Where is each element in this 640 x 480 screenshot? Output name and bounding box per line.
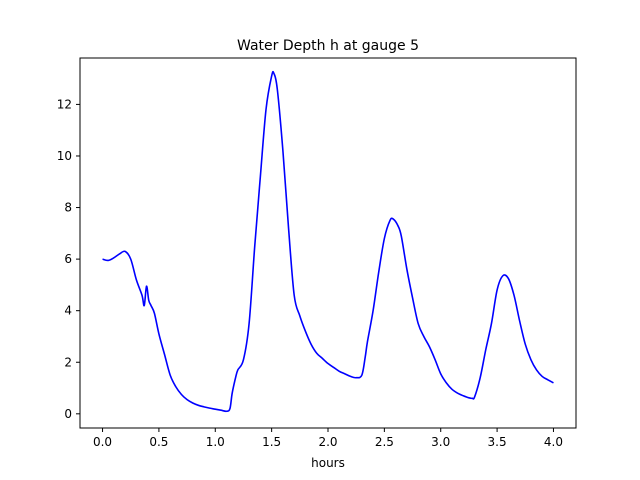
x-tick-label: 1.5 [262, 435, 281, 449]
x-tick-label: 3.0 [431, 435, 450, 449]
y-axis-ticks: 0 2 4 6 8 10 12 [57, 97, 80, 421]
y-tick-label: 2 [64, 355, 72, 369]
x-tick-label: 0.5 [149, 435, 168, 449]
y-tick-label: 10 [57, 149, 72, 163]
y-tick-label: 4 [64, 304, 72, 318]
x-tick-label: 2.0 [318, 435, 337, 449]
y-tick-label: 6 [64, 252, 72, 266]
x-tick-label: 4.0 [544, 435, 563, 449]
x-tick-label: 1.0 [206, 435, 225, 449]
x-tick-label: 3.5 [488, 435, 507, 449]
y-tick-label: 8 [64, 201, 72, 215]
chart-title: Water Depth h at gauge 5 [237, 38, 419, 54]
y-tick-label: 0 [64, 407, 72, 421]
plot-area [80, 58, 576, 428]
series-layer [102, 70, 554, 413]
x-axis-ticks: 0.0 0.5 1.0 1.5 2.0 2.5 3.0 3.5 4.0 [93, 428, 563, 449]
y-tick-label: 12 [57, 97, 72, 111]
x-axis-label: hours [311, 456, 345, 470]
x-tick-label: 2.5 [375, 435, 394, 449]
series-line-0 [102, 70, 554, 413]
x-tick-label: 0.0 [93, 435, 112, 449]
